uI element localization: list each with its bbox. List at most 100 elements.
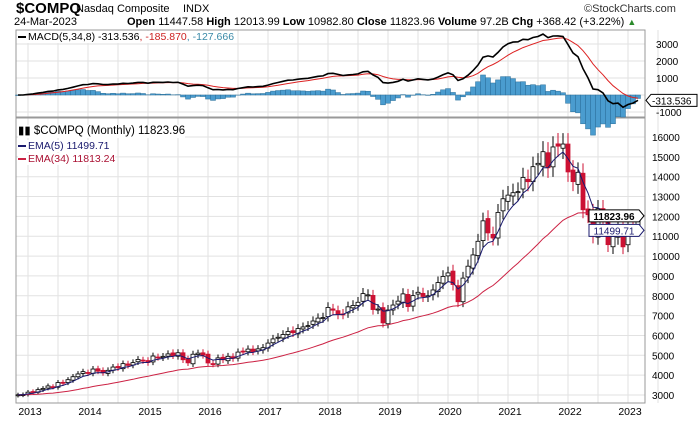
x-tick-label: 2022 <box>558 406 582 418</box>
macd-tick-label: 2000 <box>656 57 679 68</box>
macd-histogram-bar <box>365 90 371 96</box>
x-tick-label: 2013 <box>18 406 42 418</box>
macd-histogram-bar <box>615 94 621 117</box>
macd-histogram-bar <box>150 93 156 96</box>
candle-up <box>495 212 501 239</box>
macd-histogram-bar <box>475 81 481 96</box>
price-tag-box <box>588 209 645 223</box>
macd-histogram-bar <box>80 89 86 96</box>
candle-down <box>155 356 161 359</box>
macd-histogram-bar <box>255 93 261 96</box>
macd-histogram-bar <box>415 93 421 96</box>
macd-histogram-bar <box>370 94 376 97</box>
candle-up <box>415 291 421 295</box>
ema5-tag-box <box>588 223 645 237</box>
candle-up <box>65 379 71 383</box>
macd-histogram-bar <box>540 84 546 96</box>
candle-down <box>50 386 56 389</box>
candle-up <box>350 305 356 309</box>
candle-up <box>365 294 371 297</box>
candle-up <box>275 336 281 339</box>
symbol: $COMPQ <box>16 0 82 17</box>
candle-up <box>150 355 156 363</box>
macd-histogram-bar <box>545 91 551 96</box>
macd-histogram-bar <box>135 92 141 96</box>
macd-histogram-bar <box>335 92 341 96</box>
macd-histogram-bar <box>440 89 446 96</box>
macd-histogram-bar <box>470 86 476 96</box>
x-tick-label: 2019 <box>378 406 402 418</box>
candle-down <box>115 366 121 369</box>
macd-histogram-bar <box>530 84 536 96</box>
macd-histogram-bar <box>450 92 456 96</box>
candle-down <box>140 359 146 362</box>
candle-down <box>125 363 131 366</box>
macd-histogram-bar <box>495 79 501 96</box>
security-name: Nasdaq Composite <box>76 3 170 15</box>
macd-histogram-bar <box>205 94 211 100</box>
macd-histogram-bar <box>70 90 76 96</box>
macd-histogram-bar <box>565 94 571 104</box>
macd-histogram-bar <box>380 94 386 106</box>
macd-histogram-bar <box>520 81 526 96</box>
candle-up <box>310 320 316 325</box>
x-tick-label: 2014 <box>78 406 102 418</box>
candle-up <box>460 277 466 303</box>
candle-up <box>355 301 361 306</box>
macd-histogram-bar <box>515 81 521 96</box>
candle-down <box>200 352 206 356</box>
macd-histogram-bar <box>90 90 96 96</box>
macd-histogram-bar <box>120 92 126 96</box>
macd-histogram-bar <box>300 90 306 96</box>
macd-histogram-bar <box>465 91 471 96</box>
macd-histogram-bar <box>355 92 361 96</box>
macd-histogram-bar <box>360 90 366 96</box>
price-tick-label: 9000 <box>652 272 675 283</box>
candle-down <box>485 218 491 234</box>
price-tick-label: 15000 <box>652 153 680 164</box>
price-tick-label: 3000 <box>652 391 675 402</box>
candle-up <box>320 317 326 319</box>
candle-down <box>580 172 586 211</box>
macd-histogram-bar <box>140 93 146 96</box>
macd-histogram-bar <box>435 91 441 96</box>
macd-histogram-bar <box>270 90 276 96</box>
price-tick-label: 6000 <box>652 331 675 342</box>
macd-histogram-bar <box>185 94 191 100</box>
candle-up <box>295 328 301 335</box>
macd-histogram-bar <box>555 90 561 96</box>
macd-histogram-bar <box>340 94 346 96</box>
candle-down <box>490 233 496 239</box>
candle-down <box>330 308 336 311</box>
macd-histogram-bar <box>105 93 111 96</box>
macd-histogram-bar <box>260 93 266 96</box>
macd-histogram-bar <box>125 93 131 96</box>
macd-line <box>18 33 639 109</box>
candle-down <box>380 307 386 324</box>
macd-histogram-bar <box>405 94 411 98</box>
macd-histogram-bar <box>265 92 271 96</box>
macd-histogram-bar <box>95 91 101 96</box>
candle-up <box>120 363 126 370</box>
candle-up <box>400 293 406 304</box>
candle-up <box>540 151 546 167</box>
macd-histogram-bar <box>215 94 221 100</box>
macd-histogram-bar <box>485 77 491 96</box>
candle-up <box>480 220 486 241</box>
price-tick-label: 5000 <box>652 351 675 362</box>
candle-down <box>85 372 91 374</box>
macd-histogram-bar <box>550 89 556 96</box>
brand-logo[interactable]: ©StockCharts.com <box>584 3 676 15</box>
macd-histogram-bar <box>295 90 301 96</box>
price-tick-label: 12000 <box>652 212 680 223</box>
candle-up <box>610 236 616 248</box>
macd-signal-line <box>18 37 639 99</box>
candle-up <box>40 388 46 391</box>
x-tick-label: 2017 <box>258 406 282 418</box>
macd-legend: MACD(5,34,8) -313.536, -185.870, -127.66… <box>18 31 235 43</box>
macd-histogram-bar <box>195 94 201 97</box>
ema5-legend: EMA(5) 11499.71 <box>18 140 110 152</box>
macd-histogram-bar <box>250 93 256 96</box>
macd-histogram-bar <box>160 94 166 96</box>
